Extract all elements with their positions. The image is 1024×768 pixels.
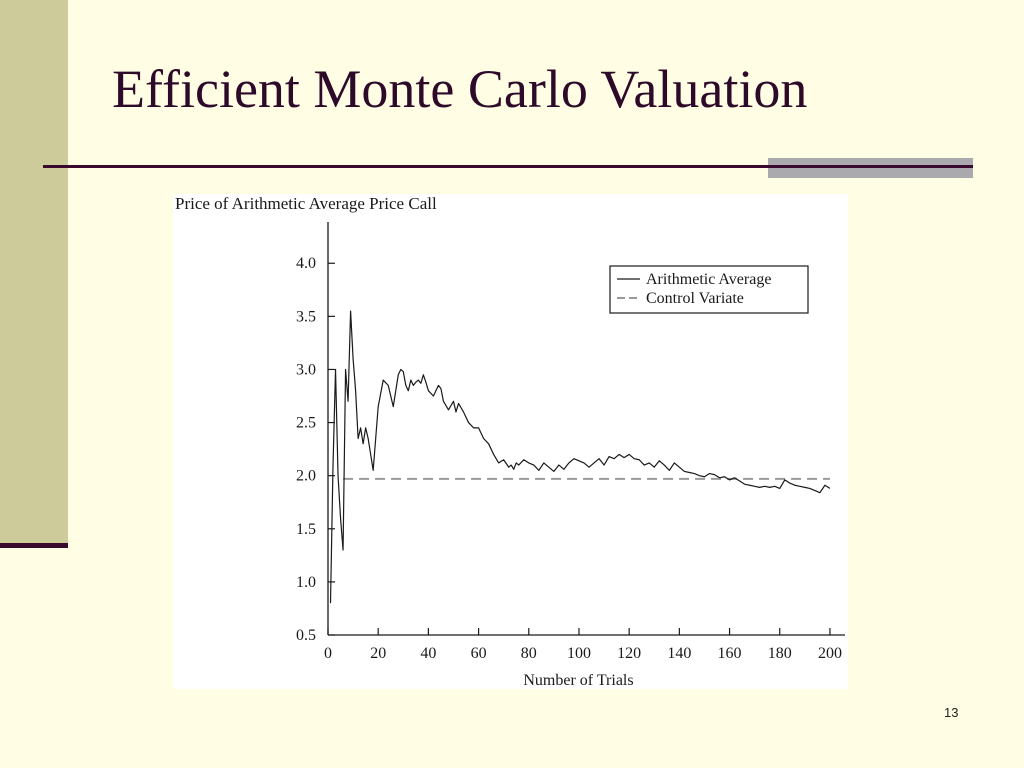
y-tick-label: 3.0 (296, 361, 316, 378)
sidebar-decoration (0, 0, 68, 546)
title-rule-accent-line (768, 165, 973, 168)
legend-label-arithmetic: Arithmetic Average (646, 271, 771, 288)
title-rule-accent (768, 158, 973, 178)
legend-box (609, 265, 809, 314)
series-arithmetic-average-line (329, 310, 831, 604)
x-tick-label: 100 (567, 645, 591, 662)
y-tick-label: 2.0 (296, 468, 316, 485)
x-tick-label: 80 (521, 645, 537, 662)
slide-title: Efficient Monte Carlo Valuation (112, 59, 808, 119)
x-tick-label: 200 (818, 645, 842, 662)
x-tick-label: 120 (617, 645, 641, 662)
legend-label-control: Control Variate (646, 290, 744, 307)
y-tick-label: 3.5 (296, 308, 316, 325)
x-tick-label: 60 (471, 645, 487, 662)
chart-title: Price of Arithmetic Average Price Call (175, 194, 437, 213)
sidebar-underline (0, 543, 68, 548)
y-tick-label: 4.0 (296, 255, 316, 272)
chart-panel: 0.5 1.0 1.5 2.0 2.5 3.0 3.5 4.0 0 20 40 60 80 100 120 1… (173, 194, 848, 689)
page-number: 13 (944, 705, 959, 720)
chart-svg: 0.5 1.0 1.5 2.0 2.5 3.0 3.5 4.0 0 20 40 60 80 100 120 1… (296, 222, 845, 689)
x-tick-label: 20 (370, 645, 386, 662)
y-tick-label: 0.5 (296, 627, 316, 644)
title-rule (43, 165, 973, 168)
y-tick-label: 1.5 (296, 521, 316, 538)
x-tick-label: 40 (420, 645, 436, 662)
x-tick-label: 160 (718, 645, 742, 662)
x-tick-label: 180 (768, 645, 792, 662)
y-tick-label: 1.0 (296, 574, 316, 591)
x-axis-label: Number of Trials (523, 672, 633, 689)
x-tick-label: 0 (324, 645, 332, 662)
y-tick-label: 2.5 (296, 415, 316, 432)
x-tick-label: 140 (667, 645, 691, 662)
